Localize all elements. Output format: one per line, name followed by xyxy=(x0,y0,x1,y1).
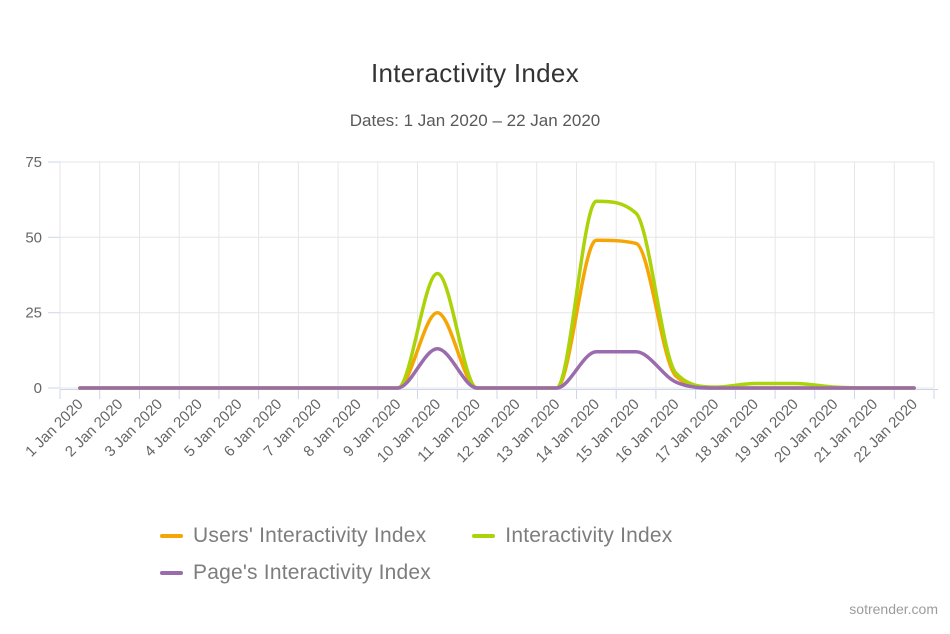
legend-row: Users' Interactivity Index Interactivity … xyxy=(160,524,673,548)
chart-legend: Users' Interactivity Index Interactivity … xyxy=(160,524,673,585)
legend-item-page-s-interactivity-index[interactable]: Page's Interactivity Index xyxy=(160,561,431,585)
vertical-gridlines xyxy=(59,162,935,388)
legend-line-marker-icon xyxy=(160,571,183,575)
legend-item-interactivity-index[interactable]: Interactivity Index xyxy=(472,524,672,548)
svg-text:0: 0 xyxy=(34,380,42,397)
chart-subtitle: Dates: 1 Jan 2020 – 22 Jan 2020 xyxy=(349,111,601,130)
legend-row: Page's Interactivity Index xyxy=(160,561,673,585)
legend-item-users-interactivity-index[interactable]: Users' Interactivity Index xyxy=(160,524,426,548)
svg-text:50: 50 xyxy=(25,229,42,246)
legend-line-marker-icon xyxy=(472,534,496,538)
svg-text:25: 25 xyxy=(25,305,42,322)
chart-title: Interactivity Index xyxy=(370,58,579,88)
legend-label: Users' Interactivity Index xyxy=(193,524,427,547)
y-axis-ticks xyxy=(48,161,60,389)
y-axis-labels: 0 25 50 75 xyxy=(25,154,42,397)
watermark: sotrender.com xyxy=(849,601,938,617)
svg-text:75: 75 xyxy=(25,154,42,171)
series-line-page-s-interactivity-index[interactable] xyxy=(78,347,916,390)
legend-label: Page's Interactivity Index xyxy=(193,561,431,584)
legend-line-marker-icon xyxy=(160,534,183,538)
x-axis-ticks xyxy=(59,389,935,399)
legend-label: Interactivity Index xyxy=(505,524,673,547)
